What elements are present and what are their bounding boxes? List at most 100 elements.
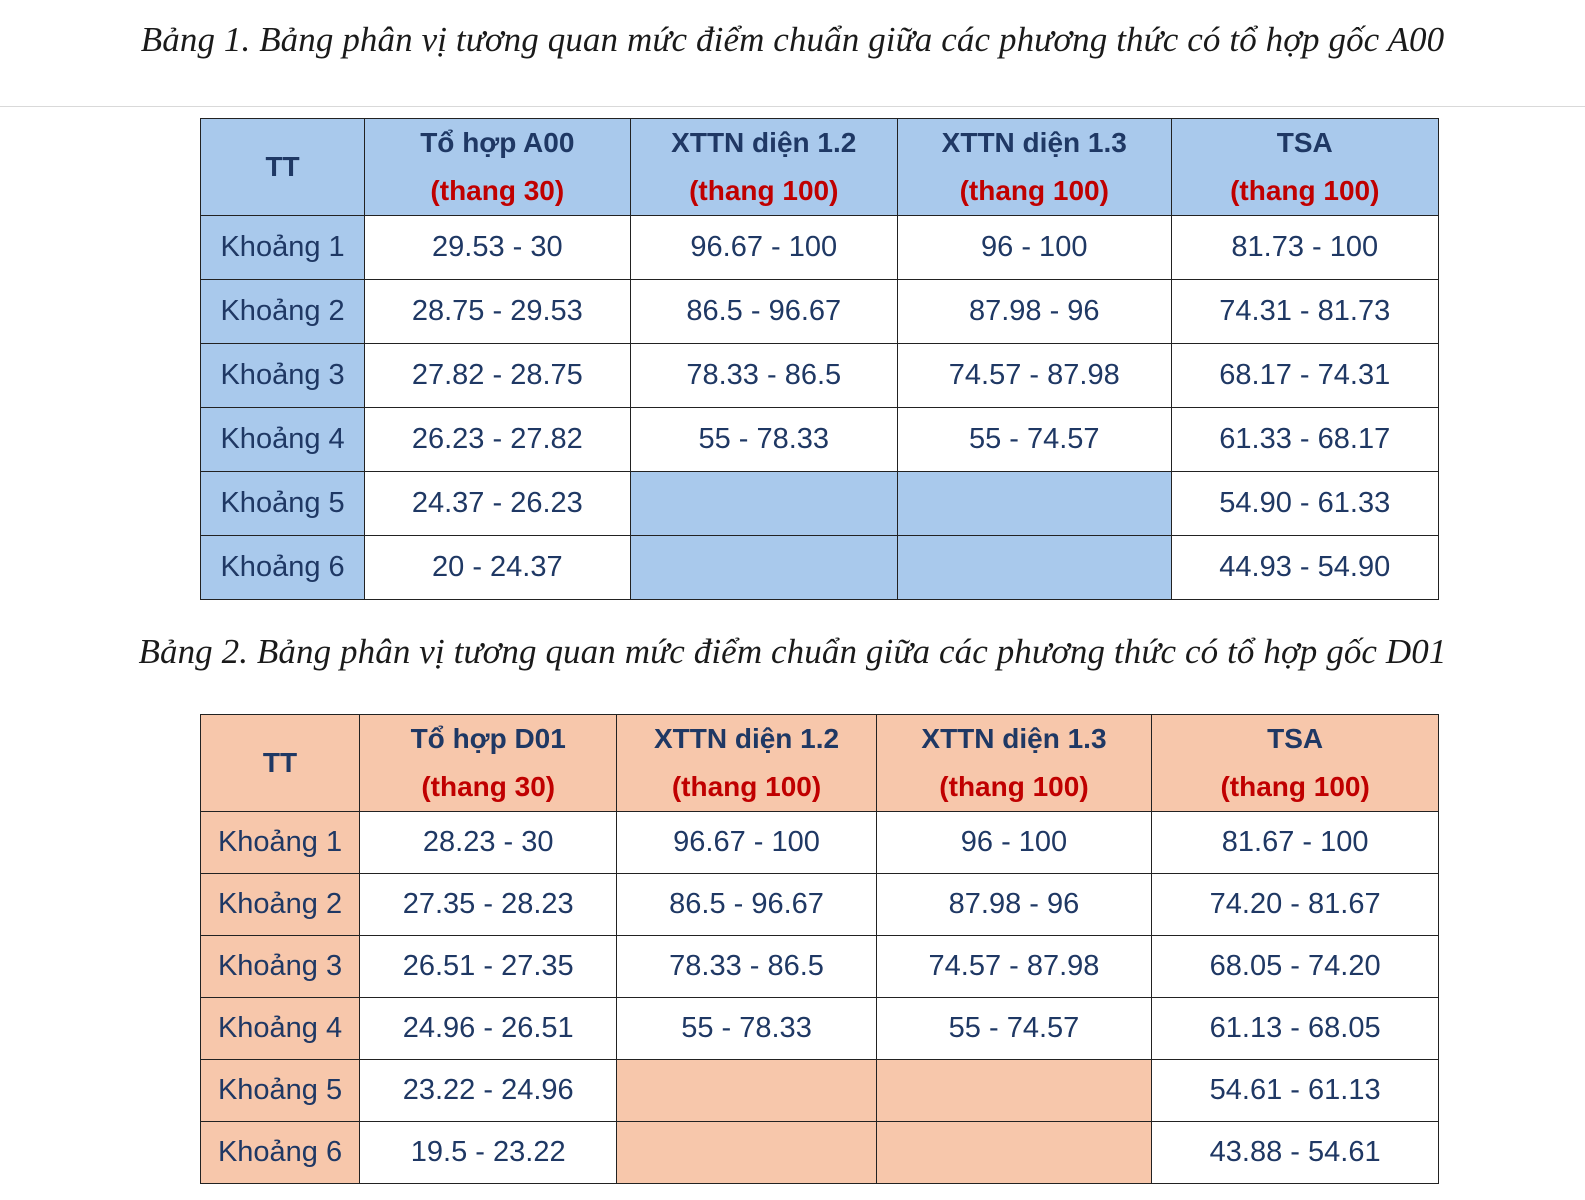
table-cell: 27.35 - 28.23	[359, 873, 618, 936]
empty-cell	[616, 1059, 877, 1122]
table-row: Khoảng 1 28.23 - 30 96.67 - 100 96 - 100…	[199, 811, 1439, 874]
table-row: Khoảng 1 29.53 - 30 96.67 - 100 96 - 100…	[199, 215, 1440, 280]
table-2-caption: Bảng 2. Bảng phân vị tương quan mức điểm…	[138, 632, 1447, 671]
header-col: Tổ hợp A00 (thang 30)	[364, 118, 631, 216]
table-cell: 54.90 - 61.33	[1170, 471, 1440, 536]
table-header-row: TT Tổ hợp A00 (thang 30) XTTN diện 1.2 (th…	[199, 118, 1440, 216]
header-col: XTTN diện 1.3 (thang 100)	[875, 714, 1153, 812]
empty-cell	[616, 1121, 877, 1184]
table-cell: 74.31 - 81.73	[1170, 279, 1440, 344]
header-tt: TT	[199, 714, 361, 812]
table-1-caption: Bảng 1. Bảng phân vị tương quan mức điểm…	[140, 20, 1445, 59]
table-cell: 26.51 - 27.35	[359, 935, 618, 998]
row-label: Khoảng 1	[199, 811, 361, 874]
table-cell: 28.23 - 30	[359, 811, 618, 874]
row-label: Khoảng 1	[199, 215, 366, 280]
header-col-main: TSA	[1267, 723, 1324, 754]
table-cell: 68.05 - 74.20	[1151, 935, 1439, 998]
header-col-main: XTTN diện 1.2	[671, 127, 857, 158]
table-cell: 87.98 - 96	[896, 279, 1172, 344]
table-row: Khoảng 5 23.22 - 24.96 54.61 - 61.13	[199, 1059, 1439, 1122]
table-cell: 96.67 - 100	[616, 811, 877, 874]
header-col-sub: (thang 100)	[959, 175, 1109, 206]
row-label: Khoảng 3	[199, 343, 366, 408]
header-col: TSA (thang 100)	[1170, 118, 1440, 216]
header-col-main: TSA	[1276, 127, 1333, 158]
row-label: Khoảng 2	[199, 873, 361, 936]
table-cell: 43.88 - 54.61	[1151, 1121, 1439, 1184]
table-cell: 86.5 - 96.67	[616, 873, 877, 936]
header-col-main: Tổ hợp A00	[420, 127, 575, 158]
empty-cell	[629, 535, 898, 600]
table-cell: 24.96 - 26.51	[359, 997, 618, 1060]
table-cell: 24.37 - 26.23	[364, 471, 631, 536]
table-row: Khoảng 3 26.51 - 27.35 78.33 - 86.5 74.5…	[199, 935, 1439, 998]
divider	[0, 106, 1585, 107]
header-col: XTTN diện 1.3 (thang 100)	[896, 118, 1172, 216]
table-cell: 55 - 78.33	[629, 407, 898, 472]
table-cell: 81.67 - 100	[1151, 811, 1439, 874]
header-col: Tổ hợp D01 (thang 30)	[359, 714, 618, 812]
table-cell: 96.67 - 100	[629, 215, 898, 280]
empty-cell	[896, 471, 1172, 536]
row-label: Khoảng 3	[199, 935, 361, 998]
header-col-sub: (thang 100)	[671, 771, 822, 802]
header-col-sub: (thang 100)	[1220, 771, 1370, 802]
header-col-sub: (thang 30)	[421, 771, 556, 802]
header-col: TSA (thang 100)	[1151, 714, 1439, 812]
row-label: Khoảng 5	[199, 1059, 361, 1122]
table-cell: 19.5 - 23.22	[359, 1121, 618, 1184]
table-row: Khoảng 2 28.75 - 29.53 86.5 - 96.67 87.9…	[199, 279, 1440, 344]
header-col-main: Tổ hợp D01	[410, 723, 566, 754]
table-cell: 86.5 - 96.67	[629, 279, 898, 344]
row-label: Khoảng 2	[199, 279, 366, 344]
table-row: Khoảng 2 27.35 - 28.23 86.5 - 96.67 87.9…	[199, 873, 1439, 936]
empty-cell	[629, 471, 898, 536]
table-row: Khoảng 4 24.96 - 26.51 55 - 78.33 55 - 7…	[199, 997, 1439, 1060]
table-cell: 28.75 - 29.53	[364, 279, 631, 344]
table-cell: 74.57 - 87.98	[875, 935, 1153, 998]
table-cell: 78.33 - 86.5	[616, 935, 877, 998]
table-row: Khoảng 6 19.5 - 23.22 43.88 - 54.61	[199, 1121, 1439, 1184]
table-cell: 68.17 - 74.31	[1170, 343, 1440, 408]
table-cell: 74.20 - 81.67	[1151, 873, 1439, 936]
table-cell: 54.61 - 61.13	[1151, 1059, 1439, 1122]
header-col-main: XTTN diện 1.3	[941, 127, 1127, 158]
row-label: Khoảng 4	[199, 997, 361, 1060]
row-label: Khoảng 5	[199, 471, 366, 536]
table-1: TT Tổ hợp A00 (thang 30) XTTN diện 1.2 (th…	[199, 118, 1440, 600]
table-cell: 29.53 - 30	[364, 215, 631, 280]
header-col-main: XTTN diện 1.3	[921, 723, 1107, 754]
table-cell: 96 - 100	[875, 811, 1153, 874]
table-cell: 55 - 78.33	[616, 997, 877, 1060]
table-cell: 61.13 - 68.05	[1151, 997, 1439, 1060]
table-cell: 81.73 - 100	[1170, 215, 1440, 280]
header-tt: TT	[199, 118, 366, 216]
table-row: Khoảng 3 27.82 - 28.75 78.33 - 86.5 74.5…	[199, 343, 1440, 408]
header-col: XTTN diện 1.2 (thang 100)	[629, 118, 898, 216]
header-col-sub: (thang 100)	[689, 175, 839, 206]
row-label: Khoảng 4	[199, 407, 366, 472]
table-cell: 96 - 100	[896, 215, 1172, 280]
table-cell: 74.57 - 87.98	[896, 343, 1172, 408]
table-cell: 78.33 - 86.5	[629, 343, 898, 408]
table-row: Khoảng 5 24.37 - 26.23 54.90 - 61.33	[199, 471, 1440, 536]
header-col-sub: (thang 30)	[430, 175, 565, 206]
table-cell: 61.33 - 68.17	[1170, 407, 1440, 472]
table-cell: 23.22 - 24.96	[359, 1059, 618, 1122]
empty-cell	[875, 1121, 1153, 1184]
table-cell: 27.82 - 28.75	[364, 343, 631, 408]
table-cell: 26.23 - 27.82	[364, 407, 631, 472]
header-col-sub: (thang 100)	[939, 771, 1089, 802]
table-cell: 55 - 74.57	[896, 407, 1172, 472]
header-col-main: XTTN diện 1.2	[653, 723, 840, 754]
table-row: Khoảng 4 26.23 - 27.82 55 - 78.33 55 - 7…	[199, 407, 1440, 472]
row-label: Khoảng 6	[199, 1121, 361, 1184]
table-2: TT Tổ hợp D01 (thang 30) XTTN diện 1.2 (th…	[199, 714, 1439, 1184]
empty-cell	[896, 535, 1172, 600]
empty-cell	[875, 1059, 1153, 1122]
table-row: Khoảng 6 20 - 24.37 44.93 - 54.90	[199, 535, 1440, 600]
table-header-row: TT Tổ hợp D01 (thang 30) XTTN diện 1.2 (th…	[199, 714, 1439, 812]
header-col: XTTN diện 1.2 (thang 100)	[616, 714, 877, 812]
header-col-sub: (thang 100)	[1230, 175, 1380, 206]
